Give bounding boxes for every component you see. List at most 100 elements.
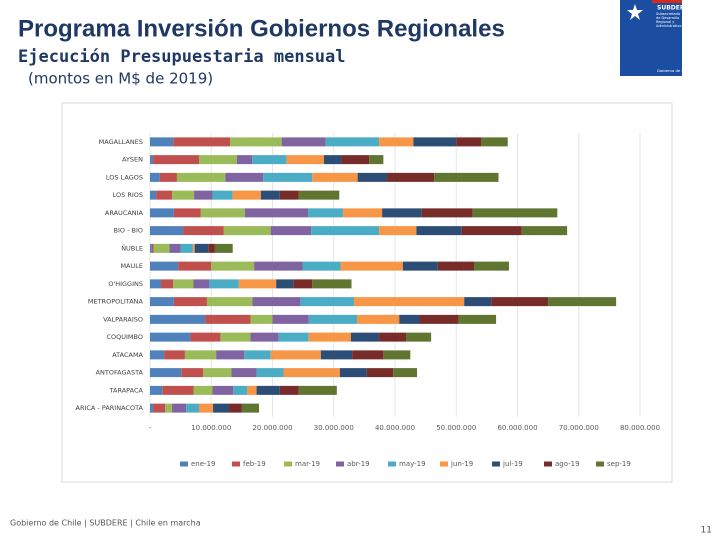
bar-segment [231, 368, 257, 378]
bar-segment [352, 350, 384, 360]
bar-segment [339, 368, 367, 378]
bar-segment [209, 279, 239, 289]
bar-segment [194, 243, 209, 253]
bar-segment [276, 279, 294, 289]
bar-segment [213, 403, 230, 413]
logo-footer: Gobierno de Chile [657, 68, 692, 73]
bar-segment [150, 243, 152, 253]
bar-segment [342, 208, 383, 218]
y-tick-label: MAULE [120, 262, 143, 270]
x-tick-label: 80.000.000 [620, 424, 660, 432]
bar-segment [183, 226, 224, 236]
bar-segment [212, 190, 233, 200]
bar-segment [150, 226, 184, 236]
bar-segment [173, 208, 201, 218]
bar-segment [184, 350, 217, 360]
legend-swatch [284, 461, 292, 467]
bar-segment [150, 279, 162, 289]
y-tick-label: O'HIGGINS [108, 280, 143, 288]
logo-star [627, 4, 643, 20]
bar-segment [165, 403, 173, 413]
bar-segment [193, 385, 213, 395]
bar-segment [366, 368, 394, 378]
y-tick-label: BIO - BIO [114, 227, 143, 235]
y-tick-label: VALPARAISO [103, 315, 143, 323]
bar-segment [225, 172, 264, 182]
bar-segment [379, 137, 414, 147]
x-tick-label: 50.000.000 [436, 424, 476, 432]
x-tick-label: 70.000.000 [559, 424, 599, 432]
y-tick-label: AYSEN [122, 156, 143, 164]
bar-segment [461, 226, 522, 236]
y-tick-label: TARAPACA [109, 386, 144, 394]
bar-segment [387, 172, 435, 182]
legend-label: mar-19 [295, 460, 320, 468]
bar-segment [241, 403, 260, 413]
legend-label: sep-19 [607, 460, 631, 468]
bar-segment [250, 332, 279, 342]
bar-segment [298, 385, 337, 395]
bar-segment [252, 155, 287, 165]
bar-segment [416, 226, 462, 236]
y-tick-label: ARICA - PARINACOTA [76, 404, 144, 412]
bar-segment [173, 137, 231, 147]
bar-segment [350, 332, 380, 342]
bar-segment [379, 332, 407, 342]
bar-segment [256, 385, 280, 395]
bar-segment [272, 314, 309, 324]
bar-segment [156, 190, 173, 200]
bar-segment [151, 243, 154, 253]
bar-segment [150, 190, 157, 200]
bar-segment [298, 190, 340, 200]
legend-swatch [596, 461, 604, 467]
bar-segment [244, 350, 271, 360]
bar-segment [173, 279, 194, 289]
bar-segment [223, 226, 271, 236]
bar-segment [194, 190, 213, 200]
bar-segment [286, 155, 324, 165]
legend-swatch [336, 461, 344, 467]
bar-segment [474, 261, 509, 271]
bar-segment [369, 155, 384, 165]
legend-swatch [544, 461, 552, 467]
bar-segment [421, 208, 473, 218]
logo-stripe [652, 0, 682, 3]
bar-segment [456, 137, 482, 147]
bar-segment [458, 314, 497, 324]
bar-segment [208, 243, 215, 253]
bar-segment [178, 261, 212, 271]
bar-segment [164, 350, 185, 360]
bar-segment [312, 279, 352, 289]
bar-segment [308, 332, 351, 342]
bar-segment [229, 403, 242, 413]
bar-segment [481, 137, 508, 147]
bar-segment [169, 243, 181, 253]
bar-segment [159, 172, 177, 182]
bar-segment [419, 314, 459, 324]
bar-segment [216, 350, 245, 360]
bar-segment [211, 261, 255, 271]
bar-segment [199, 403, 214, 413]
bar-segment [230, 137, 282, 147]
bar-segment [256, 368, 284, 378]
bar-segment [153, 403, 166, 413]
bar-segment [193, 279, 210, 289]
bar-segment [379, 226, 417, 236]
x-tick-label: 60.000.000 [497, 424, 537, 432]
bar-segment [150, 368, 182, 378]
bar-segment [150, 314, 206, 324]
bar-segment [382, 208, 422, 218]
bar-segment [186, 403, 199, 413]
bar-segment [406, 332, 432, 342]
bar-segment [320, 350, 353, 360]
bar-segment [150, 155, 154, 165]
bar-segment [190, 332, 221, 342]
plot: - 10.000.000 20.000.000 30.000.000 40.000.00… [76, 133, 660, 468]
bar-segment [162, 385, 194, 395]
x-tick-label: 30.000.000 [314, 424, 354, 432]
y-tick-label: MAGALLANES [99, 138, 143, 146]
bar-segment [402, 261, 438, 271]
y-tick-label: LOS RIOS [113, 191, 143, 199]
y-tick-label: ATACAMA [112, 351, 143, 359]
